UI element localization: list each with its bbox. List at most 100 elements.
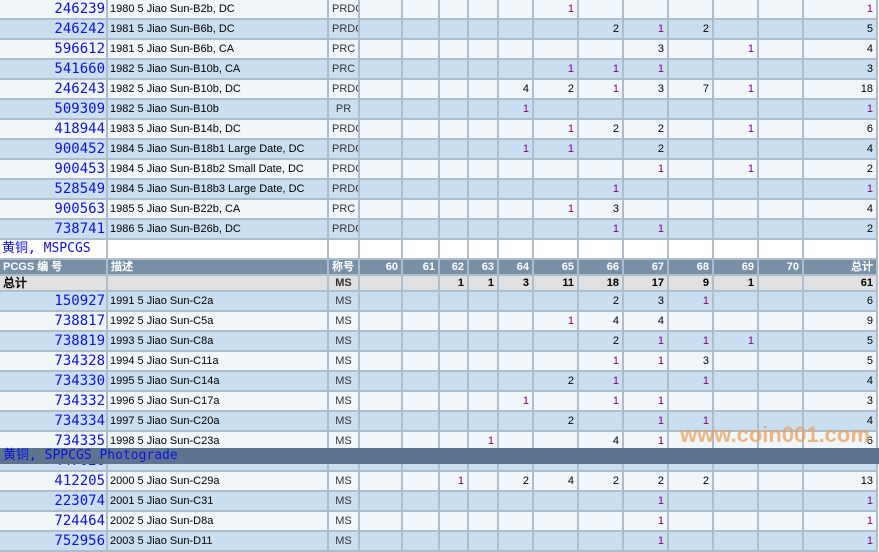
population-cell-66[interactable]: 2 <box>579 20 622 38</box>
population-cell-67[interactable]: 1 <box>624 20 667 38</box>
population-cell-67[interactable]: 1 <box>624 492 667 510</box>
pcgs-id-link[interactable]: 734332 <box>0 392 106 410</box>
population-cell-68[interactable]: 2 <box>669 472 712 490</box>
header-grade[interactable]: 称号 <box>329 260 358 274</box>
header-grade-64[interactable]: 64 <box>499 260 532 274</box>
header-grade-61[interactable]: 61 <box>403 260 438 274</box>
pcgs-id-link[interactable]: 900453 <box>0 160 106 178</box>
pcgs-id-link[interactable]: 223074 <box>0 492 106 510</box>
population-cell-68[interactable]: 2 <box>669 20 712 38</box>
pcgs-id-link[interactable]: 412205 <box>0 472 106 490</box>
population-cell-68[interactable]: 1 <box>669 332 712 350</box>
population-cell-67[interactable]: 2 <box>624 120 667 138</box>
section-footer-label[interactable]: 黄铜, SPPCGS Photograde <box>0 448 879 464</box>
population-cell-64[interactable]: 1 <box>499 392 532 410</box>
pcgs-id-link[interactable]: 418944 <box>0 120 106 138</box>
population-cell-66[interactable]: 3 <box>579 200 622 218</box>
header-grade-68[interactable]: 68 <box>669 260 712 274</box>
pcgs-id-link[interactable]: 246239 <box>0 0 106 18</box>
population-cell-67[interactable]: 1 <box>624 532 667 550</box>
pcgs-id-link[interactable]: 150927 <box>0 292 106 310</box>
pcgs-id-link[interactable]: 734335 <box>0 432 106 450</box>
population-cell-66[interactable]: 1 <box>579 180 622 198</box>
population-cell-68[interactable]: 1 <box>669 292 712 310</box>
pcgs-id-link[interactable]: 734330 <box>0 372 106 390</box>
population-cell-67[interactable]: 2 <box>624 472 667 490</box>
population-cell-68[interactable]: 7 <box>669 80 712 98</box>
population-cell-67[interactable]: 3 <box>624 292 667 310</box>
header-grade-67[interactable]: 67 <box>624 260 667 274</box>
pcgs-id-link[interactable]: 541660 <box>0 60 106 78</box>
pcgs-id-link[interactable]: 900452 <box>0 140 106 158</box>
population-cell-67[interactable]: 1 <box>624 332 667 350</box>
population-cell-66[interactable]: 2 <box>579 292 622 310</box>
population-cell-67[interactable]: 3 <box>624 40 667 58</box>
pcgs-id-link[interactable]: 738741 <box>0 220 106 238</box>
pcgs-id-link[interactable]: 734328 <box>0 352 106 370</box>
header-grade-69[interactable]: 69 <box>714 260 757 274</box>
population-cell-66[interactable]: 1 <box>579 60 622 78</box>
population-cell-69[interactable]: 1 <box>714 40 757 58</box>
population-cell-68[interactable]: 1 <box>669 372 712 390</box>
population-cell-65[interactable]: 1 <box>534 0 577 18</box>
population-cell-68[interactable]: 1 <box>669 412 712 430</box>
population-cell-65[interactable]: 2 <box>534 412 577 430</box>
population-cell-67[interactable]: 1 <box>624 392 667 410</box>
pcgs-id-link[interactable]: 509309 <box>0 100 106 118</box>
population-cell-66[interactable]: 4 <box>579 432 622 450</box>
population-cell-67[interactable]: 1 <box>624 432 667 450</box>
header-description[interactable]: 描述 <box>108 260 327 274</box>
population-cell-69[interactable]: 1 <box>714 332 757 350</box>
population-cell-67[interactable]: 2 <box>624 140 667 158</box>
population-cell-66[interactable]: 1 <box>579 80 622 98</box>
population-cell-65[interactable]: 2 <box>534 372 577 390</box>
header-total[interactable]: 总计 <box>804 260 876 274</box>
population-cell-65[interactable]: 1 <box>534 140 577 158</box>
population-cell-62[interactable]: 1 <box>440 472 467 490</box>
population-cell-65[interactable]: 1 <box>534 120 577 138</box>
population-cell-66[interactable]: 4 <box>579 312 622 330</box>
population-cell-64[interactable]: 4 <box>499 80 532 98</box>
pcgs-id-link[interactable]: 724464 <box>0 512 106 530</box>
population-cell-65[interactable]: 4 <box>534 472 577 490</box>
population-cell-66[interactable]: 1 <box>579 220 622 238</box>
population-cell-69[interactable]: 1 <box>714 120 757 138</box>
pcgs-id-link[interactable]: 734334 <box>0 412 106 430</box>
population-cell-64[interactable]: 1 <box>499 140 532 158</box>
population-cell-67[interactable]: 1 <box>624 412 667 430</box>
population-cell-65[interactable]: 2 <box>534 80 577 98</box>
pcgs-id-link[interactable]: 596612 <box>0 40 106 58</box>
population-cell-66[interactable]: 2 <box>579 120 622 138</box>
population-cell-66[interactable]: 2 <box>579 332 622 350</box>
header-grade-63[interactable]: 63 <box>469 260 497 274</box>
population-cell-67[interactable]: 4 <box>624 312 667 330</box>
header-grade-62[interactable]: 62 <box>440 260 467 274</box>
pcgs-id-link[interactable]: 738819 <box>0 332 106 350</box>
population-cell-64[interactable]: 1 <box>499 100 532 118</box>
population-cell-67[interactable]: 1 <box>624 60 667 78</box>
pcgs-id-link[interactable]: 752956 <box>0 532 106 550</box>
population-cell-64[interactable]: 2 <box>499 472 532 490</box>
population-cell-66[interactable]: 2 <box>579 472 622 490</box>
pcgs-id-link[interactable]: 900563 <box>0 200 106 218</box>
population-cell-68[interactable]: 3 <box>669 352 712 370</box>
pcgs-id-link[interactable]: 738817 <box>0 312 106 330</box>
population-cell-66[interactable]: 1 <box>579 392 622 410</box>
population-cell-67[interactable]: 1 <box>624 512 667 530</box>
header-pcgs-id[interactable]: PCGS 编 号 <box>0 260 106 274</box>
pcgs-id-link[interactable]: 528549 <box>0 180 106 198</box>
population-cell-65[interactable]: 1 <box>534 60 577 78</box>
section-label[interactable]: 黄铜, MSPCGS <box>0 240 106 258</box>
header-grade-70[interactable]: 70 <box>759 260 802 274</box>
population-cell-66[interactable]: 1 <box>579 372 622 390</box>
population-cell-63[interactable]: 1 <box>469 432 497 450</box>
population-cell-67[interactable]: 1 <box>624 352 667 370</box>
population-cell-66[interactable]: 1 <box>579 352 622 370</box>
header-grade-65[interactable]: 65 <box>534 260 577 274</box>
population-cell-65[interactable]: 1 <box>534 200 577 218</box>
population-cell-69[interactable]: 1 <box>714 80 757 98</box>
header-grade-60[interactable]: 60 <box>360 260 401 274</box>
population-cell-69[interactable]: 1 <box>714 160 757 178</box>
header-grade-66[interactable]: 66 <box>579 260 622 274</box>
population-cell-67[interactable]: 1 <box>624 220 667 238</box>
